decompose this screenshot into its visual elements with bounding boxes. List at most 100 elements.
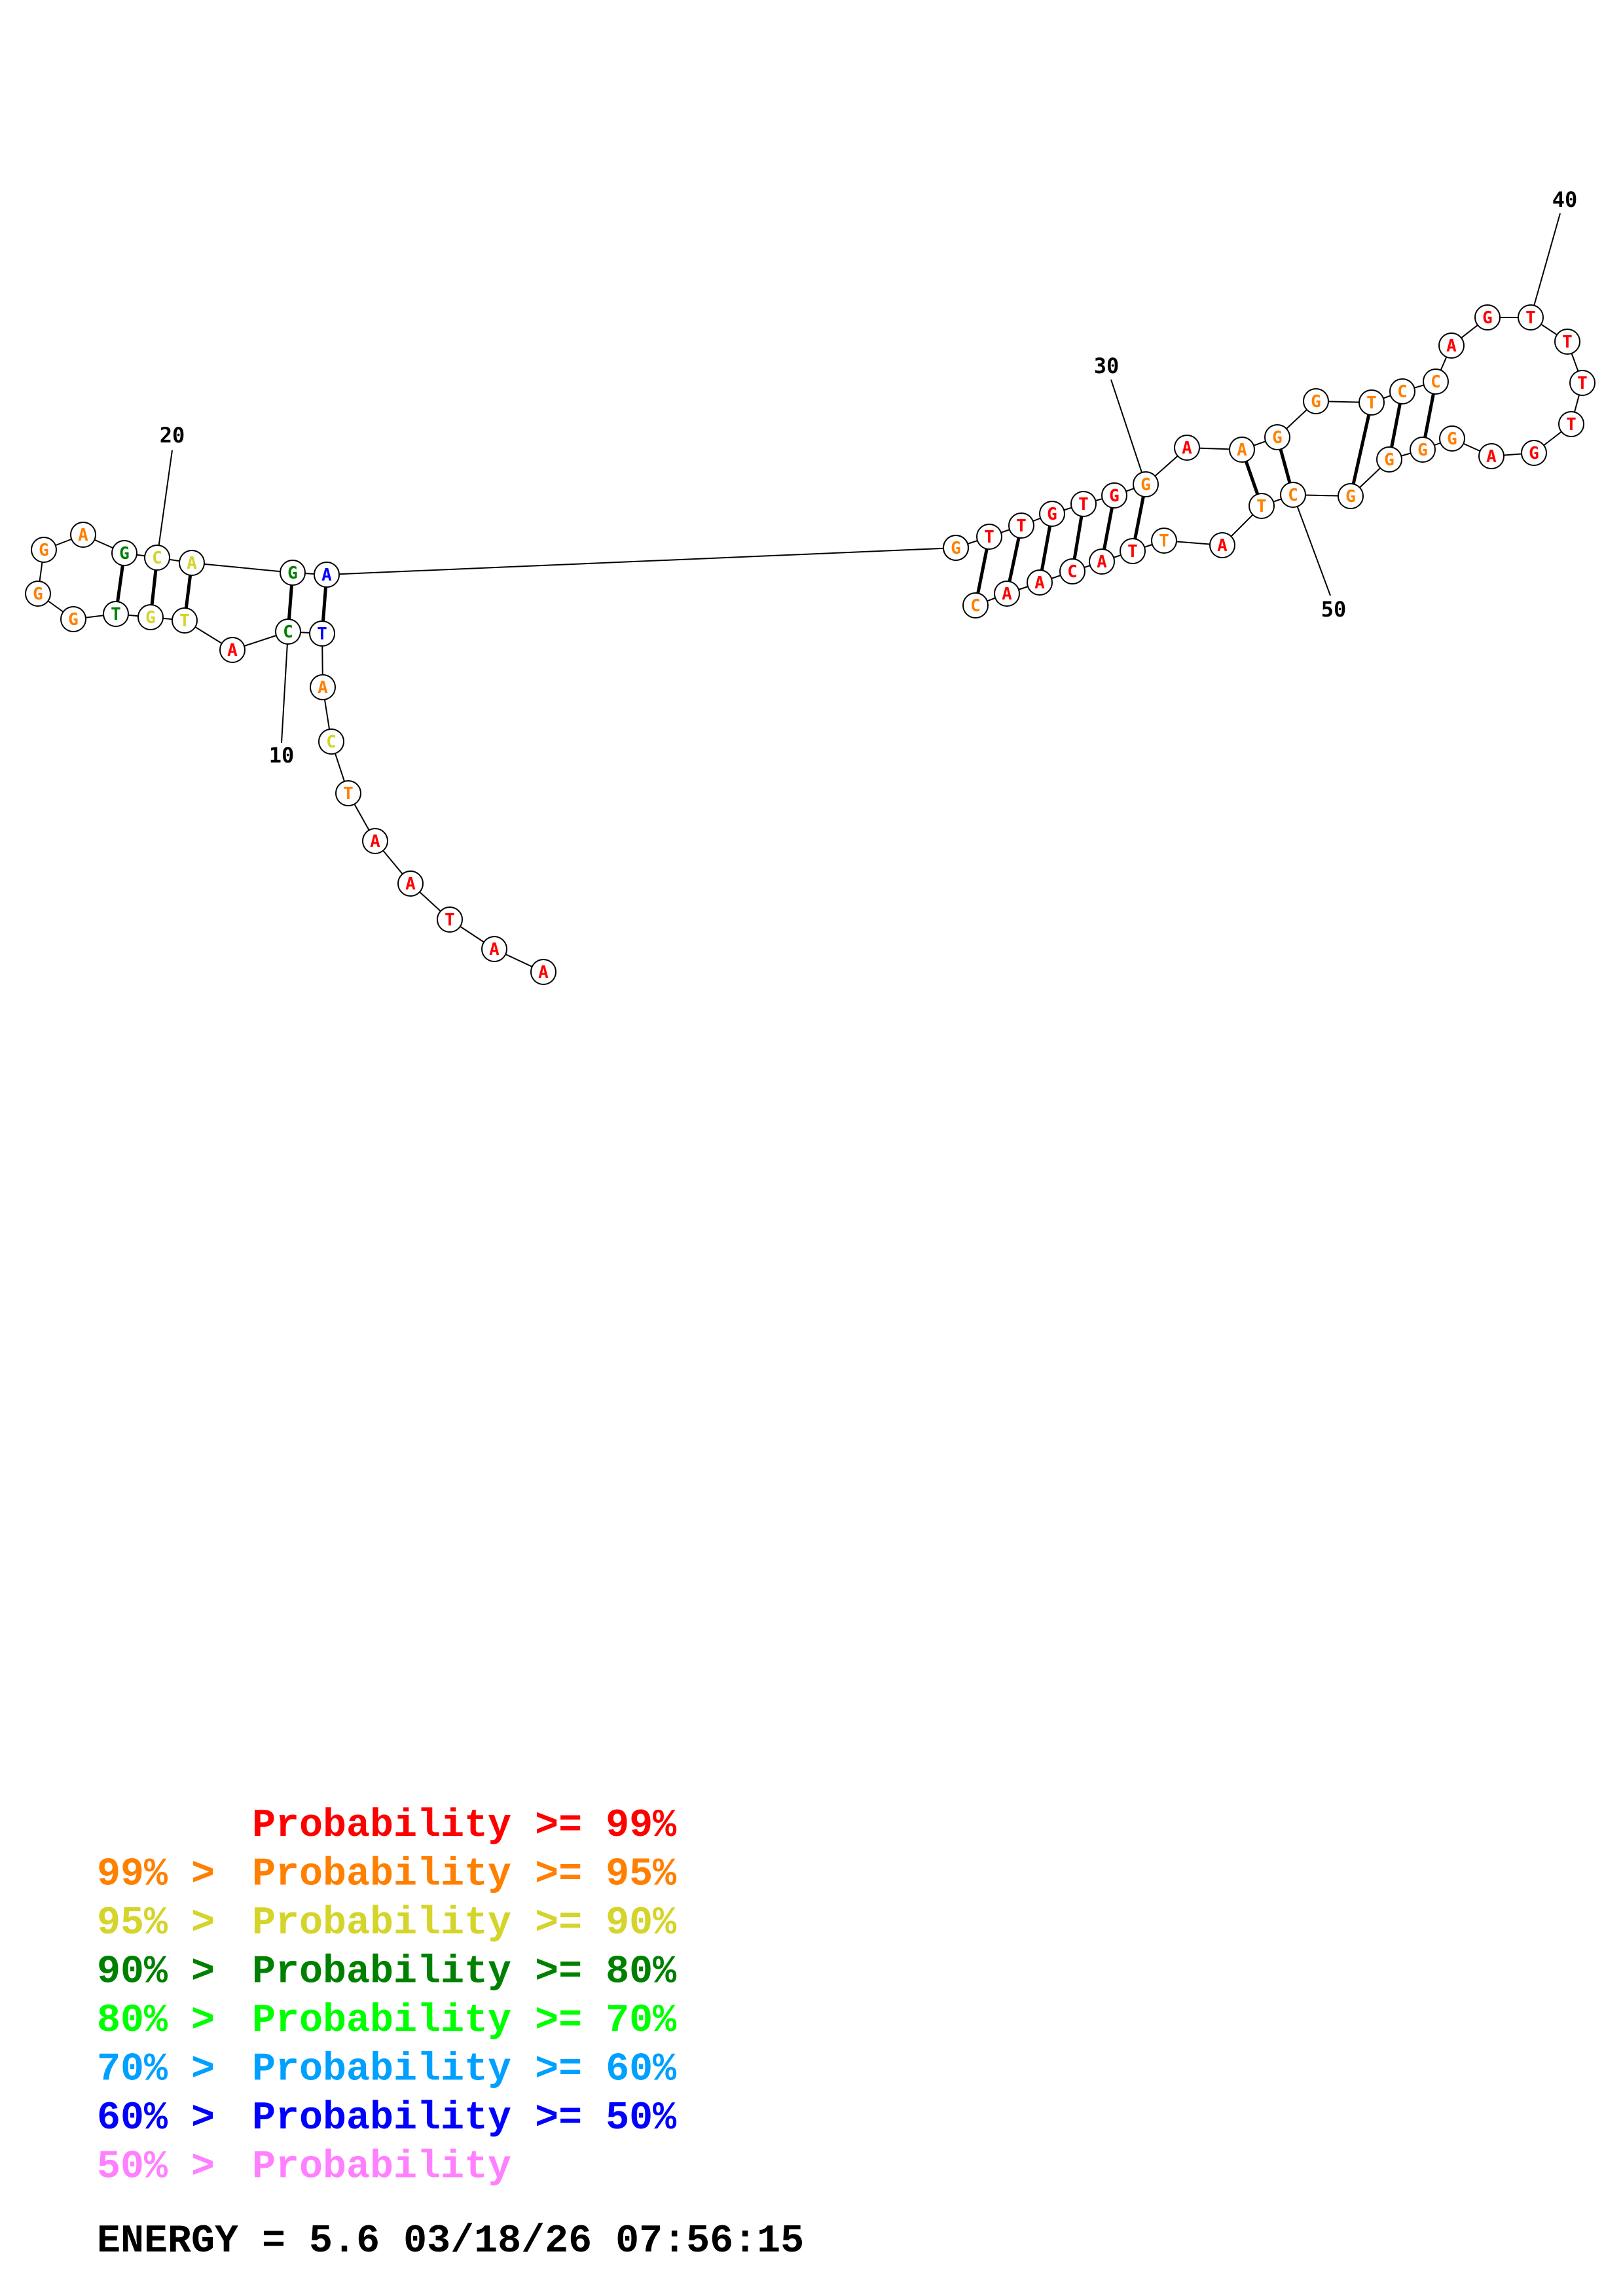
- nucleotide: T: [335, 780, 361, 806]
- nucleotide-base: G: [1047, 505, 1057, 524]
- nucleotide-base: T: [1127, 542, 1138, 562]
- nucleotide-circle: [943, 535, 969, 561]
- nucleotide-circle: [1008, 512, 1034, 539]
- energy-line: ENERGY = 5.6 03/18/26 07:56:15: [97, 2219, 804, 2264]
- nucleotide-base: G: [1140, 475, 1151, 495]
- nucleotide-circle: [1120, 538, 1146, 564]
- legend-row: 80% > Probability >= 70%: [97, 1999, 677, 2043]
- legend-text: Probability >= 99%: [252, 1804, 677, 1848]
- nucleotide-base: T: [445, 910, 455, 930]
- nucleotide-base: C: [1288, 486, 1298, 505]
- nucleotide-base: T: [1256, 497, 1267, 516]
- nucleotide-base: A: [370, 832, 380, 852]
- base-pair-lines: [114, 381, 1438, 634]
- nucleotide-circle: [1521, 440, 1547, 466]
- nucleotide: T: [1518, 304, 1544, 331]
- nucleotide: G: [1101, 482, 1127, 509]
- nucleotide-circle: [280, 560, 306, 586]
- legend-text: Probability >= 95%: [252, 1853, 677, 1897]
- legend-text: Probability >= 60%: [252, 2048, 677, 2092]
- nucleotide-circle: [1389, 378, 1415, 404]
- nucleotide-circle: [481, 936, 507, 962]
- legend-text: Probability >= 80%: [252, 1950, 677, 1995]
- nucleotide-circle: [1410, 437, 1436, 463]
- nucleotide-base: A: [227, 641, 238, 660]
- nucleotide: T: [1359, 389, 1385, 416]
- nucleotide: C: [275, 619, 301, 645]
- legend-prefix: 99% >: [97, 1853, 215, 1897]
- nucleotide-base: A: [1034, 573, 1045, 593]
- nucleotide-circle: [1554, 329, 1580, 355]
- nucleotide: C: [1389, 378, 1415, 404]
- nucleotide-circle: [362, 828, 388, 854]
- nucleotide-base: C: [152, 548, 162, 568]
- nucleotide: C: [962, 592, 989, 619]
- nucleotide-base: C: [1431, 372, 1441, 392]
- nucleotide: G: [1376, 446, 1402, 473]
- nucleotide-circle: [1039, 501, 1065, 527]
- nucleotide: C: [1423, 368, 1449, 395]
- nucleotide: G: [1410, 437, 1436, 463]
- nucleotide: C: [1280, 482, 1306, 508]
- nucleotide-base: T: [984, 528, 994, 547]
- nucleotide-circle: [1174, 435, 1200, 461]
- nucleotide: T: [1070, 491, 1097, 517]
- nucleotide-base: A: [187, 554, 197, 573]
- nucleotide-base: T: [1577, 374, 1588, 393]
- nucleotide-base: A: [1182, 439, 1192, 458]
- nucleotide-base: A: [538, 963, 549, 982]
- nucleotide: G: [111, 540, 137, 566]
- nucleotide-base: T: [317, 624, 327, 644]
- nucleotide: T: [1569, 370, 1596, 396]
- legend-row: 95% > Probability >= 90%: [97, 1901, 677, 1946]
- tick-label: 30: [1094, 353, 1120, 378]
- nucleotide: A: [310, 674, 336, 700]
- nucleotide: G: [1474, 304, 1501, 331]
- nucleotide: G: [943, 535, 969, 561]
- nucleotide: A: [1089, 548, 1115, 575]
- nucleotide: G: [60, 606, 86, 632]
- nucleotide-base: G: [1482, 308, 1493, 328]
- nucleotide-base: A: [1237, 440, 1247, 460]
- nucleotide: G: [1303, 388, 1329, 414]
- nucleotide: G: [1039, 501, 1065, 527]
- nucleotide-base: G: [1272, 428, 1283, 448]
- nucleotide-circle: [962, 592, 989, 619]
- tick-line: [156, 450, 173, 558]
- nucleotide-base: A: [318, 678, 328, 698]
- nucleotide-circle: [179, 550, 205, 576]
- nucleotide: A: [530, 959, 556, 985]
- nucleotide: G: [1264, 424, 1290, 450]
- tick-label: 10: [269, 743, 295, 768]
- nucleotide: G: [137, 604, 164, 630]
- nucleotide-base: T: [1525, 308, 1536, 328]
- nucleotide: C: [144, 545, 170, 571]
- position-ticks: 10 20 30 40 50: [156, 187, 1578, 768]
- nucleotide-circle: [530, 959, 556, 985]
- legend-prefix: 50% >: [97, 2145, 215, 2190]
- tick-label: 50: [1321, 597, 1347, 622]
- legend-prefix: 95% >: [97, 1901, 215, 1946]
- nucleotide: A: [1478, 443, 1504, 469]
- nucleotide-circle: [1229, 437, 1255, 463]
- nucleotide-base: G: [1384, 450, 1395, 470]
- nucleotide-base: T: [1016, 516, 1027, 536]
- nucleotide-circle: [1438, 332, 1465, 359]
- nucleotide-circle: [219, 637, 246, 663]
- tick-label: 40: [1552, 187, 1578, 212]
- nucleotide-base: A: [489, 940, 500, 960]
- nucleotide-circle: [397, 870, 424, 897]
- nucleotide: A: [314, 562, 340, 588]
- nucleotide-circle: [1280, 482, 1306, 508]
- nucleotide: T: [1554, 329, 1580, 355]
- nucleotide: A: [1027, 569, 1053, 596]
- nucleotide-circle: [1359, 389, 1385, 416]
- nucleotide-base: G: [1529, 444, 1539, 463]
- nucleotide-circle: [309, 620, 335, 647]
- nucleotide-base: T: [1566, 415, 1577, 435]
- nucleotide: T: [437, 906, 463, 933]
- nucleotide-base: G: [1417, 440, 1428, 460]
- nucleotide-base: A: [405, 874, 416, 894]
- nucleotide-circle: [1423, 368, 1449, 395]
- nucleotide-circle: [111, 540, 137, 566]
